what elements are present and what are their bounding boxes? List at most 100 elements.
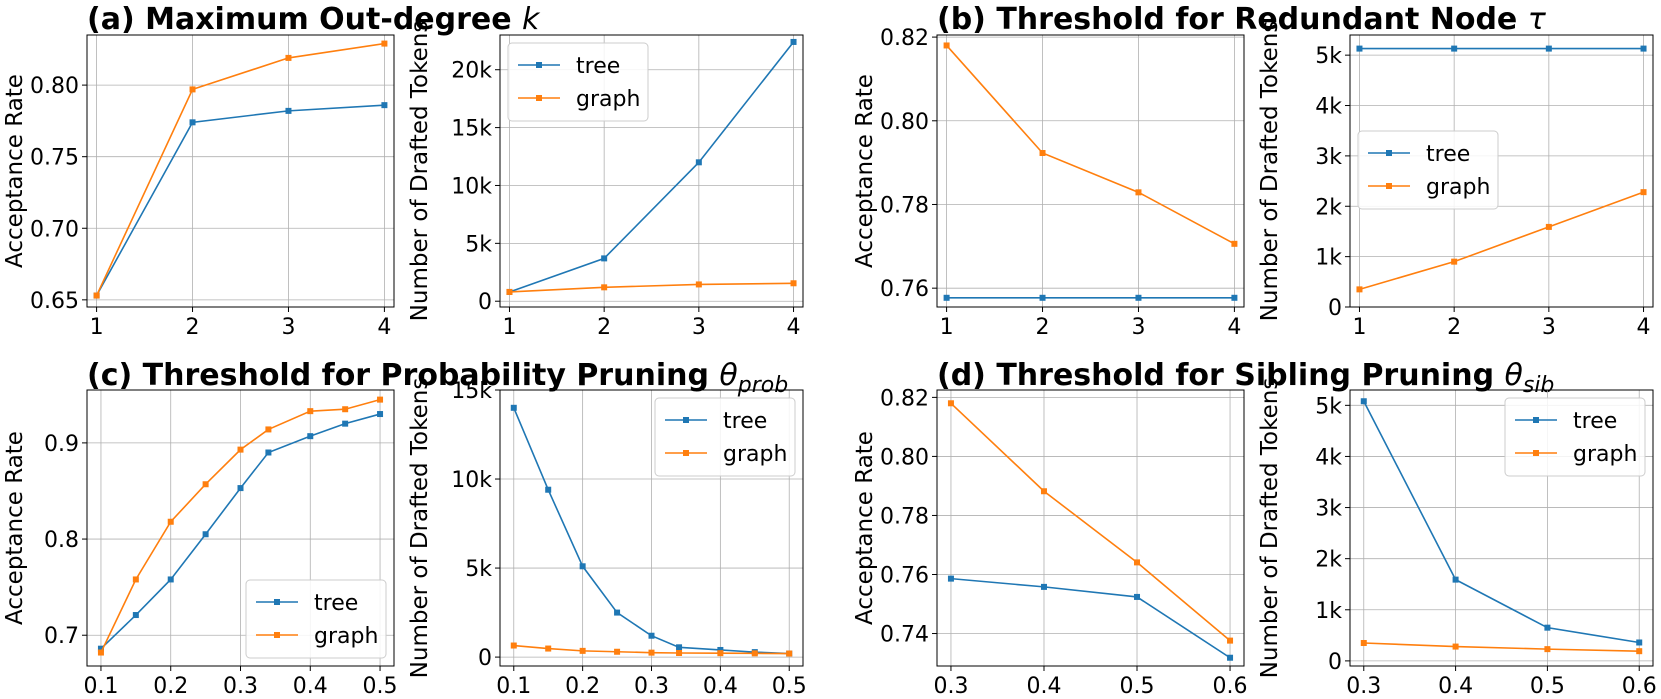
panel-title-text: (d) Threshold for Sibling Pruning	[937, 358, 1505, 393]
legend-marker-graph	[274, 632, 280, 638]
data-point-tree	[1134, 594, 1140, 600]
y-tick-label: 0.8	[44, 528, 79, 553]
data-point-tree	[696, 159, 702, 165]
y-tick-label: 0.80	[880, 110, 929, 135]
plot-frame	[87, 35, 394, 307]
legend-marker-graph	[1386, 183, 1392, 189]
y-axis-label: Acceptance Rate	[852, 431, 878, 625]
x-tick-label: 0.6	[1622, 674, 1657, 699]
x-tick-label: 0.3	[223, 674, 258, 699]
x-tick-label: 1	[1352, 315, 1366, 340]
x-tick-label: 0.4	[1026, 674, 1061, 699]
x-tick-label: 3	[281, 315, 295, 340]
y-tick-label: 0.70	[30, 217, 79, 242]
data-point-graph	[265, 426, 271, 432]
data-point-graph	[1544, 646, 1550, 652]
panel-title-d: (d) Threshold for Sibling Pruning θsib	[937, 358, 1554, 398]
x-tick-label: 0.4	[1438, 674, 1473, 699]
panel-title-subscript: sib	[1523, 373, 1555, 398]
legend-label-tree: tree	[1573, 409, 1617, 434]
legend: tree graph	[1505, 398, 1645, 476]
y-tick-label: 0.76	[880, 277, 929, 302]
data-point-tree	[1356, 46, 1362, 52]
x-tick-label: 0.1	[83, 674, 118, 699]
panel-title-b: (b) Threshold for Redundant Node τ	[937, 2, 1547, 37]
legend: tree graph	[508, 43, 648, 121]
x-tick-label: 4	[1227, 315, 1241, 340]
legend-marker-graph	[683, 450, 689, 456]
y-tick-label: 3k	[1315, 497, 1342, 522]
data-point-graph	[377, 397, 383, 403]
y-tick-label: 5k	[1315, 44, 1342, 69]
y-tick-label: 2k	[1315, 548, 1342, 573]
data-point-graph	[168, 519, 174, 525]
data-point-graph	[601, 284, 607, 290]
x-tick-label: 0.3	[1346, 674, 1381, 699]
panel-title-symbol: θ	[1505, 358, 1523, 393]
data-point-graph	[696, 281, 702, 287]
data-point-graph	[307, 408, 313, 414]
data-point-graph	[786, 651, 792, 657]
x-tick-label: 2	[186, 315, 200, 340]
y-axis-label: Number of Drafted Tokens	[407, 21, 433, 322]
legend-marker-tree	[683, 417, 689, 423]
data-point-tree	[285, 108, 291, 114]
data-point-tree	[203, 531, 209, 537]
data-point-tree	[1641, 46, 1647, 52]
panel-title-text: (a) Maximum Out-degree	[87, 2, 522, 37]
x-tick-label: 0.5	[1120, 674, 1155, 699]
y-tick-label: 5k	[465, 557, 492, 582]
x-tick-label: 4	[1637, 315, 1651, 340]
y-tick-label: 0.78	[880, 504, 929, 529]
data-point-graph	[1134, 559, 1140, 565]
panel-title-c: (c) Threshold for Probability Pruning θp…	[87, 358, 788, 398]
y-tick-label: 5k	[465, 232, 492, 257]
y-axis-label: Number of Drafted Tokens	[1257, 21, 1283, 322]
panel-title-text: (c) Threshold for Probability Pruning	[87, 358, 719, 393]
data-point-tree	[601, 255, 607, 261]
y-tick-label: 0	[478, 646, 492, 671]
data-point-tree	[545, 487, 551, 493]
panel-title-text: (b) Threshold for Redundant Node	[937, 2, 1528, 37]
data-point-graph	[944, 42, 950, 48]
data-point-tree	[1227, 655, 1233, 661]
data-point-tree	[676, 644, 682, 650]
data-point-tree	[133, 612, 139, 618]
y-tick-label: 3k	[1315, 145, 1342, 170]
x-tick-label: 0.6	[1213, 674, 1248, 699]
subplot-d-left: 0.3 0.4 0.5 0.60.740.760.780.800.82Acceptan…	[852, 386, 1248, 699]
legend-marker-tree	[536, 62, 542, 68]
legend-marker-tree	[1533, 417, 1539, 423]
data-point-tree	[168, 576, 174, 582]
data-point-tree	[1041, 584, 1047, 590]
series-line-graph	[509, 283, 793, 292]
legend-label-tree: tree	[1426, 142, 1470, 167]
y-tick-label: 1k	[1315, 599, 1342, 624]
legend-label-tree: tree	[314, 591, 358, 616]
data-point-tree	[1135, 295, 1141, 301]
y-tick-label: 4k	[1315, 445, 1342, 470]
data-point-graph	[94, 293, 100, 299]
subplot-b-right: 1 2 3 401k2k3k4k5kNumber of Drafted Tokens t…	[1257, 21, 1653, 340]
data-point-graph	[98, 650, 104, 656]
data-point-graph	[717, 650, 723, 656]
data-point-tree	[1361, 398, 1367, 404]
data-point-graph	[1641, 189, 1647, 195]
legend: tree graph	[246, 580, 386, 658]
data-point-graph	[238, 447, 244, 453]
data-point-graph	[203, 481, 209, 487]
legend-label-graph: graph	[314, 624, 378, 649]
legend-label-graph: graph	[576, 87, 640, 112]
data-point-graph	[1040, 150, 1046, 156]
y-tick-label: 0.80	[880, 445, 929, 470]
x-tick-label: 0.3	[933, 674, 968, 699]
y-tick-label: 0.82	[880, 386, 929, 411]
x-tick-label: 0.1	[496, 674, 531, 699]
data-point-graph	[545, 646, 551, 652]
y-tick-label: 10k	[451, 174, 492, 199]
data-point-graph	[133, 576, 139, 582]
x-tick-label: 0.5	[1530, 674, 1565, 699]
data-point-graph	[1453, 644, 1459, 650]
legend-marker-tree	[1386, 150, 1392, 156]
